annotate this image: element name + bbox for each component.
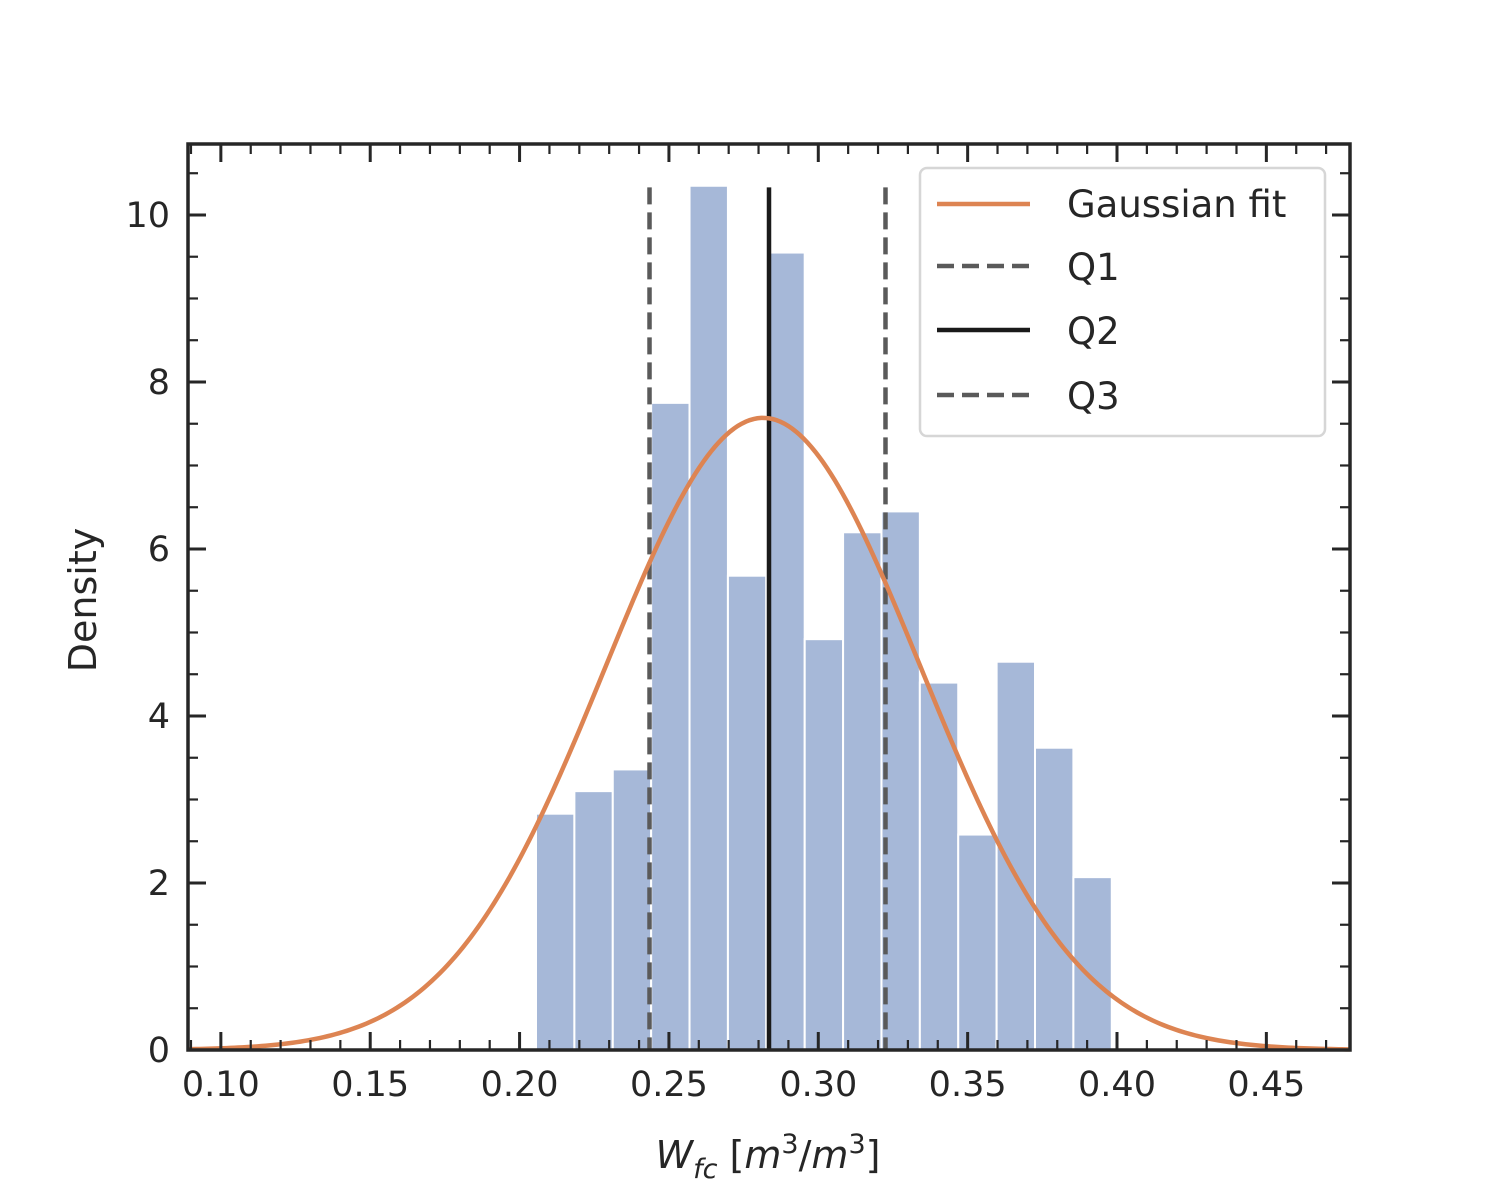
histogram-bar xyxy=(957,833,998,1051)
histogram-bar xyxy=(880,510,921,1051)
histogram-bar xyxy=(726,574,768,1051)
y-tick-label: 8 xyxy=(148,363,170,403)
x-tick-label: 0.40 xyxy=(1078,1065,1156,1105)
plot-frame xyxy=(186,142,1352,1052)
x-tick-label: 0.10 xyxy=(182,1065,260,1105)
legend-q2-label: Q2 xyxy=(1067,310,1120,353)
histogram-bar xyxy=(573,790,614,1052)
x-tick-label: 0.30 xyxy=(779,1065,857,1105)
histogram-bar xyxy=(765,251,806,1052)
legend-q1-label: Q1 xyxy=(1067,246,1120,289)
y-tick-label: 2 xyxy=(148,864,170,904)
x-tick-label: 0.25 xyxy=(630,1065,708,1105)
legend-q3-label: Q3 xyxy=(1067,375,1120,418)
histogram-bars xyxy=(535,184,1113,1052)
x-label-main: W xyxy=(656,1133,695,1177)
y-tick-label: 4 xyxy=(148,697,170,737)
x-label-unit-exp1: 3 xyxy=(781,1129,798,1160)
histogram-bar xyxy=(842,531,883,1051)
y-tick-label: 10 xyxy=(125,196,170,236)
y-tick-label: 6 xyxy=(148,530,170,570)
x-tick-label: 0.45 xyxy=(1227,1065,1305,1105)
x-label-unit-exp2: 3 xyxy=(848,1129,865,1160)
x-label-unit-m1: m xyxy=(744,1133,781,1177)
legend-gaussian-fit-label: Gaussian fit xyxy=(1067,183,1286,226)
histogram-bar xyxy=(688,184,729,1051)
quartile-lines xyxy=(647,187,888,1050)
histogram-bar xyxy=(611,768,653,1051)
histogram-bar xyxy=(803,638,845,1051)
histogram-bar xyxy=(918,681,960,1051)
histogram-bar xyxy=(1034,746,1075,1052)
gaussian-fit-curve xyxy=(187,415,1351,1052)
x-axis-label: Wfc [m3/m3] xyxy=(656,1129,881,1185)
x-tick-label: 0.20 xyxy=(481,1065,559,1105)
x-label-sub: fc xyxy=(693,1154,718,1185)
y-tick-label: 0 xyxy=(148,1031,170,1071)
x-tick-label: 0.15 xyxy=(331,1065,409,1105)
histogram-bar xyxy=(650,401,691,1052)
legend: Gaussian fit Q1 Q2 Q3 xyxy=(918,166,1327,438)
x-tick-label: 0.35 xyxy=(929,1065,1007,1105)
x-label-unit-slash: / xyxy=(799,1133,812,1177)
x-tick-labels: 0.10 0.15 0.20 0.25 0.30 0.35 0.40 0.45 xyxy=(182,1065,1305,1105)
y-tick-labels: 0 2 4 6 8 10 xyxy=(125,196,170,1071)
histogram-bar xyxy=(535,812,576,1051)
y-axis-label: Density xyxy=(61,528,105,672)
x-label-unit-m2: m xyxy=(811,1133,848,1177)
legend-box xyxy=(918,166,1327,438)
x-label-unit-open: [ xyxy=(717,1133,744,1177)
x-label-unit-close: ] xyxy=(866,1133,881,1177)
